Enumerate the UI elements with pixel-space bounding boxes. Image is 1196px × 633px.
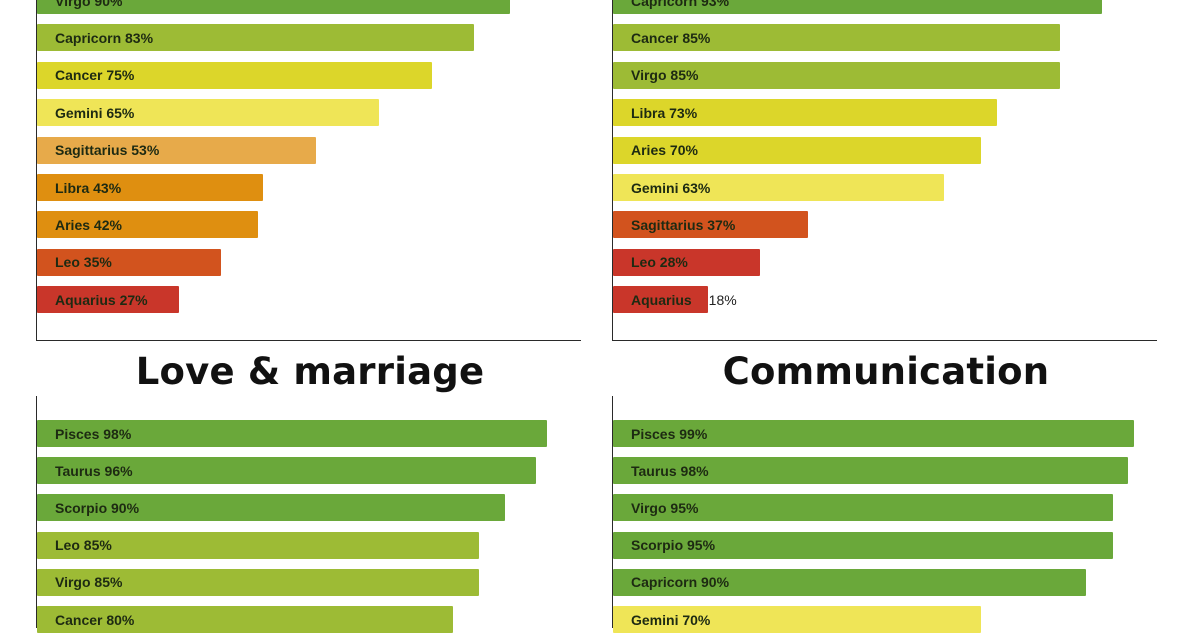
bar-label: Gemini 63%	[631, 179, 711, 196]
bar-libra: Libra 43%	[37, 174, 264, 201]
bar-cancer: Cancer 85%	[613, 24, 1061, 52]
bar-outside-label: 18%	[708, 291, 737, 308]
bar-virgo: Virgo 85%	[37, 568, 479, 596]
bar-label: Libra 73%	[631, 104, 698, 121]
bar-label: Aries 70%	[631, 142, 698, 159]
bar-label: Leo 28%	[631, 254, 688, 271]
bar-leo: Leo 35%	[37, 248, 222, 276]
bar-leo: Leo 85%	[37, 531, 479, 559]
bar-sagittarius: Sagittarius 53%	[37, 136, 316, 164]
bar-leo: Leo 28%	[613, 248, 761, 276]
bar-label: Aquarius 27%	[55, 291, 148, 308]
bar-virgo: Virgo 90%	[37, 0, 511, 14]
bar-cancer: Cancer 75%	[37, 61, 432, 89]
bar-pisces: Pisces 99%	[613, 420, 1134, 447]
bar-label: Capricorn 83%	[55, 29, 154, 46]
bar-label: Scorpio 95%	[631, 537, 716, 554]
bar-scorpio: Scorpio 90%	[37, 494, 505, 522]
bar-scorpio: Scorpio 95%	[613, 531, 1113, 559]
bar-aries: Aries 70%	[613, 136, 982, 164]
love-marriage-title: Love & marriage	[135, 350, 485, 393]
bar-capricorn: Capricorn 93%	[613, 0, 1103, 14]
bar-taurus: Taurus 96%	[37, 457, 537, 485]
bar-gemini: Gemini 63%	[613, 174, 945, 201]
bar-virgo: Virgo 95%	[613, 494, 1113, 522]
bar-label: Leo 35%	[55, 254, 112, 271]
bar-libra: Libra 73%	[613, 99, 997, 127]
bar-label: Taurus 96%	[55, 462, 133, 479]
bar-label: Libra 43%	[55, 179, 122, 196]
bar-label: Virgo 95%	[631, 499, 699, 516]
bar-capricorn: Capricorn 83%	[37, 24, 474, 52]
bar-label: Taurus 98%	[631, 462, 709, 479]
communication-title: Communication	[722, 350, 1050, 393]
bar-gemini: Gemini 70%	[613, 606, 982, 633]
bar-label: Leo 85%	[55, 537, 112, 554]
chart-panel-top-right: Capricorn 93% Cancer 85% Virgo 85% Libra 73…	[612, 0, 1172, 341]
chart-panel-communication: Pisces 99% Taurus 98% Virgo 95% Scorpio 95%…	[612, 396, 1172, 633]
bar-cancer: Cancer 80%	[37, 606, 453, 633]
chart-panel-love-marriage: Pisces 98% Taurus 96% Scorpio 90% Leo 85% Vi…	[36, 396, 596, 633]
bar-label: Cancer 75%	[55, 67, 135, 84]
x-axis-line	[612, 340, 1157, 341]
bar-label: Virgo 85%	[631, 67, 699, 84]
y-axis-line	[36, 0, 37, 341]
bar-label: Pisces 99%	[631, 425, 708, 442]
bar-virgo: Virgo 85%	[613, 61, 1061, 89]
y-axis-line	[36, 396, 37, 628]
bar-label: Capricorn 93%	[631, 0, 730, 9]
bar-label: Scorpio 90%	[55, 499, 140, 516]
bar-aries: Aries 42%	[37, 211, 258, 239]
bar-label: Sagittarius 53%	[55, 142, 160, 159]
bar-label: Pisces 98%	[55, 425, 132, 442]
y-axis-line	[612, 396, 613, 628]
y-axis-line	[612, 0, 613, 341]
chart-panel-top-left: Virgo 90% Capricorn 83% Cancer 75% Gemini 6…	[36, 0, 596, 341]
bar-aquarius: Aquarius 18%	[613, 286, 737, 314]
bar-label: Gemini 70%	[631, 611, 711, 628]
bar-label: Gemini 65%	[55, 104, 135, 121]
bar-label: Virgo 90%	[55, 0, 123, 9]
bar-label: Aquarius	[631, 291, 692, 308]
bar-gemini: Gemini 65%	[37, 99, 379, 127]
bar-capricorn: Capricorn 90%	[613, 568, 1087, 596]
bar-sagittarius: Sagittarius 37%	[613, 211, 808, 239]
bar-label: Cancer 85%	[631, 29, 711, 46]
x-axis-line	[36, 340, 581, 341]
bar-label: Aries 42%	[55, 216, 122, 233]
bar-label: Cancer 80%	[55, 611, 135, 628]
bar-aquarius: Aquarius 27%	[37, 286, 180, 314]
bar-label: Sagittarius 37%	[631, 216, 736, 233]
bar-pisces: Pisces 98%	[37, 420, 547, 447]
bar-label: Virgo 85%	[55, 574, 123, 591]
bar-label: Capricorn 90%	[631, 574, 730, 591]
bar-taurus: Taurus 98%	[613, 457, 1129, 485]
